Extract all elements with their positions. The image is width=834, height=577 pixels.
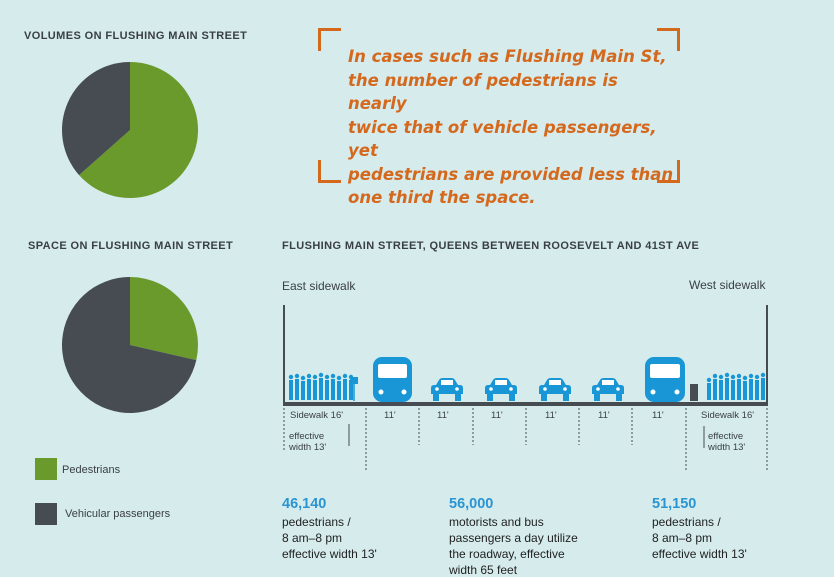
volumes-pie-chart [62, 62, 198, 198]
legend-vehicular-swatch [35, 503, 57, 525]
stat-text: pedestrians / [652, 515, 721, 529]
lane-label: 11' [491, 410, 503, 421]
lane-label: 11' [437, 410, 449, 421]
quote-line: the number of pedestrians is nearly [348, 70, 618, 114]
quote-text: In cases such as Flushing Main St, the n… [348, 45, 680, 210]
stat-text: width 65 feet [449, 563, 518, 577]
lane-label-east-sidewalk: Sidewalk 16' [290, 410, 344, 421]
west-bus-shelter-icon [690, 384, 698, 401]
quote-box: In cases such as Flushing Main St, the n… [318, 28, 680, 207]
stat-text: motorists and bus [449, 515, 544, 529]
vehicle-passenger-count: 56,000 [449, 496, 494, 512]
lane-label: 11' [652, 410, 664, 421]
quote-line: one third the space. [348, 188, 536, 207]
pie-slice-pedestrians [130, 277, 198, 361]
quote-line: twice that of vehicle passengers, yet [348, 117, 657, 161]
lane-dividers [283, 408, 768, 472]
legend-pedestrians-label: Pedestrians [62, 464, 121, 476]
east-effective-width-label: effective width 13' [289, 431, 327, 453]
east-sidewalk-label: East sidewalk [282, 279, 356, 293]
volumes-pie-slices [62, 62, 198, 198]
bracket-top-right [657, 28, 680, 51]
legend-pedestrians-swatch [35, 458, 57, 480]
street-section-heading: FLUSHING MAIN STREET, QUEENS BETWEEN ROO… [282, 240, 700, 252]
space-heading: SPACE ON FLUSHING MAIN STREET [28, 240, 234, 252]
street-cross-section [283, 305, 768, 472]
volumes-heading: VOLUMES ON FLUSHING MAIN STREET [24, 30, 248, 42]
west-pedestrian-count: 51,150 [652, 496, 697, 512]
bracket-bottom-right [657, 160, 680, 183]
east-pedestrian-count: 46,140 [282, 496, 327, 512]
stat-text: 8 am–8 pm [282, 531, 343, 545]
west-sidewalk-label: West sidewalk [689, 278, 766, 292]
bracket-bottom-left [318, 160, 341, 183]
stat-text: effective width 13' [652, 547, 747, 561]
east-bus-stop-sign-icon [350, 377, 358, 401]
east-pedestrians-icon [288, 372, 354, 400]
lane-label: 11' [384, 410, 396, 421]
quote-line: In cases such as Flushing Main St, [348, 47, 667, 66]
lane-label: 11' [598, 410, 610, 421]
west-effective-width-label: effective width 13' [708, 431, 746, 453]
stat-text: effective width 13' [282, 547, 377, 561]
stat-text: 8 am–8 pm [652, 531, 713, 545]
lane-label-west-sidewalk: Sidewalk 16' [701, 410, 755, 421]
bracket-top-left [318, 28, 341, 51]
lane-label: 11' [545, 410, 557, 421]
west-pedestrians-icon [706, 372, 766, 400]
stat-text: passengers a day utilize [449, 531, 578, 545]
stat-text: the roadway, effective [449, 547, 565, 561]
ground-line [284, 402, 767, 406]
car-icon [592, 378, 624, 401]
pie-slice-vehicular-passengers [62, 62, 130, 176]
space-pie-chart [62, 277, 198, 413]
east-bus-icon [373, 357, 412, 402]
car-icon [539, 378, 571, 401]
pie-slice-vehicular-passengers [62, 277, 197, 413]
west-bus-icon [645, 357, 685, 402]
car-icon [485, 378, 517, 401]
space-pie-slices [62, 277, 198, 413]
quote-line: pedestrians are provided less than [348, 164, 674, 184]
pie-slice-pedestrians [79, 62, 198, 198]
car-icon [431, 378, 463, 401]
legend-vehicular-label: Vehicular passengers [65, 508, 171, 520]
stat-text: pedestrians / [282, 515, 351, 529]
